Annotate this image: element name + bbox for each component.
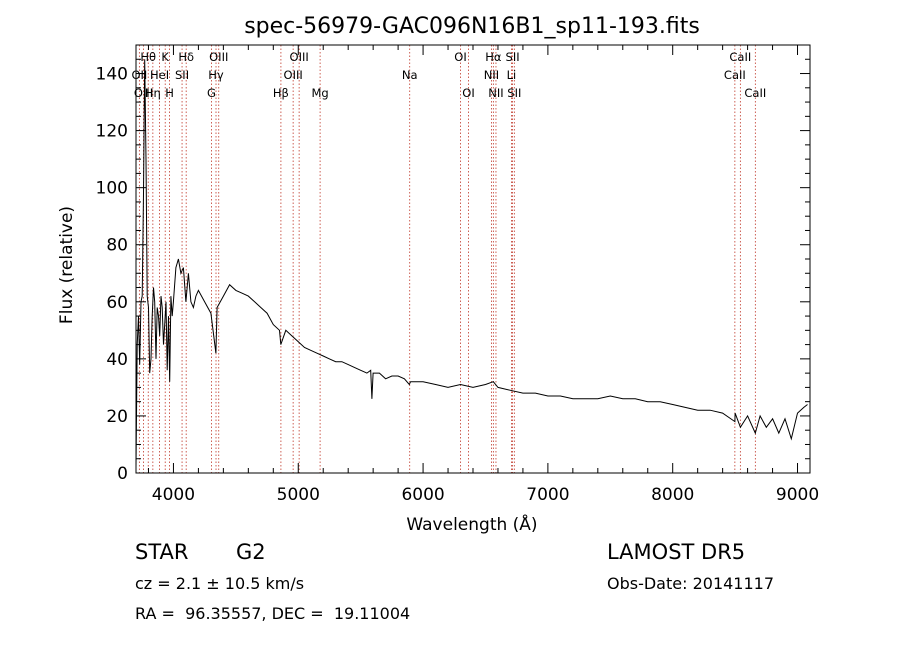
plot-frame [135, 44, 811, 474]
line-label-25: CaII [729, 50, 751, 64]
redshift-cz: cz = 2.1 ± 10.5 km/s [135, 574, 305, 593]
line-label-6: H [165, 86, 174, 100]
y-tick-label-6: 120 [96, 122, 128, 142]
line-label-11: G [207, 86, 216, 100]
y-tick-label-4: 80 [106, 236, 128, 256]
line-label-18: OI [462, 86, 474, 100]
line-label-3: Hη [145, 86, 161, 100]
spectrum-series-line [135, 59, 808, 468]
line-label-19: Hα [485, 50, 502, 64]
line-label-12: Hβ [273, 86, 289, 100]
x-axis-label: Wavelength (Å) [406, 513, 537, 535]
line-label-0: Hθ [140, 50, 156, 64]
line-label-22: SII [506, 50, 520, 64]
x-tick-label-4: 8000 [651, 485, 694, 505]
x-tick-label-5: 9000 [776, 485, 819, 505]
line-label-4: HeI [150, 68, 169, 82]
object-subclass: G2 [236, 540, 266, 564]
line-label-13: OIII [290, 50, 309, 64]
line-label-17: OI [454, 50, 466, 64]
y-tick-label-1: 20 [106, 407, 128, 427]
spectral-line-markers [138, 45, 756, 473]
line-label-2: OIII [134, 86, 153, 100]
line-label-23: Li [507, 68, 517, 82]
survey-name: LAMOST DR5 [607, 540, 746, 564]
y-tick-label-0: 0 [117, 464, 128, 484]
line-label-5: K [161, 50, 169, 64]
observation-date: Obs-Date: 20141117 [607, 574, 775, 593]
line-label-8: SII [175, 68, 189, 82]
line-label-21: NII [488, 86, 503, 100]
object-class: STAR [135, 540, 189, 564]
x-tick-label-3: 7000 [526, 485, 569, 505]
line-label-15: Mg [311, 86, 328, 100]
line-label-24: SII [507, 86, 521, 100]
ra-dec-coordinates: RA = 96.35557, DEC = 19.11004 [135, 604, 411, 623]
x-tick-label-0: 4000 [152, 485, 195, 505]
line-label-14: OIII [284, 68, 303, 82]
y-tick-label-7: 140 [96, 65, 128, 85]
line-label-27: CaII [744, 86, 766, 100]
x-tick-label-1: 5000 [277, 485, 320, 505]
chart-title: spec-56979-GAC096N16B1_sp11-193.fits [244, 14, 700, 39]
line-label-1: OII [131, 68, 147, 82]
y-tick-label-3: 60 [106, 293, 128, 313]
line-label-20: NII [484, 68, 499, 82]
line-label-10: Hγ [208, 68, 224, 82]
y-tick-label-2: 40 [106, 350, 128, 370]
y-axis-label: Flux (relative) [57, 206, 77, 324]
line-label-7: Hδ [178, 50, 194, 64]
y-tick-label-5: 100 [96, 179, 128, 199]
line-label-26: CaII [724, 68, 746, 82]
line-label-9: OIII [209, 50, 228, 64]
x-tick-label-2: 6000 [401, 485, 444, 505]
y-axis-ticks: 0 20 40 60 80 100 120 140 [96, 44, 810, 484]
line-label-16: Na [402, 68, 418, 82]
x-axis-ticks: 4000 5000 6000 7000 8000 9000 [147, 45, 819, 505]
